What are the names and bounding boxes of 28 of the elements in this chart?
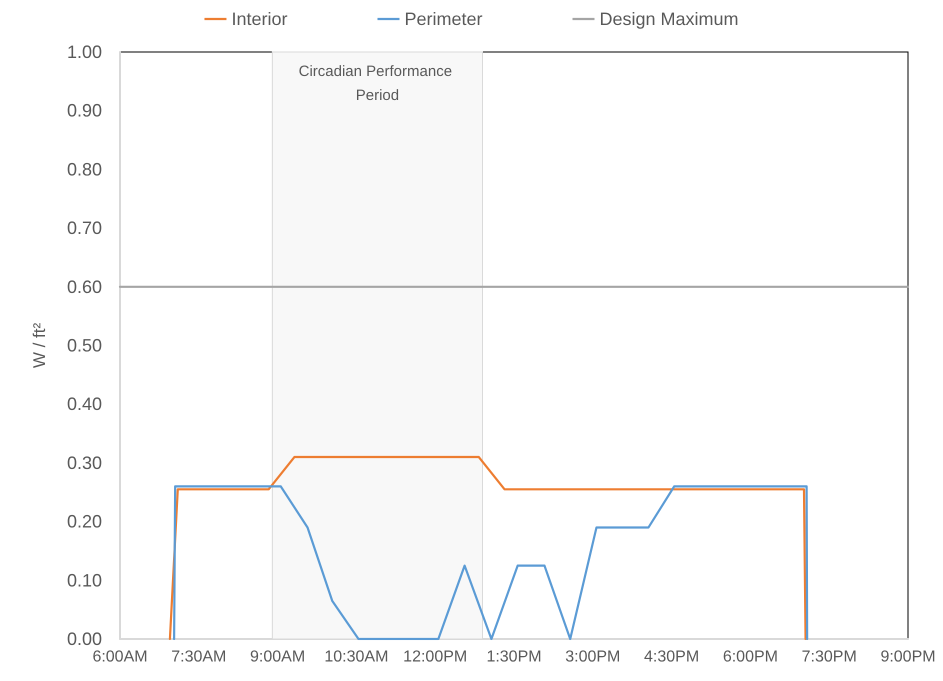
x-tick-label: 6:00PM (722, 648, 778, 666)
y-tick-label: 0.90 (66, 100, 102, 121)
legend-label: Interior (231, 9, 288, 29)
y-tick-label: 0.70 (66, 218, 102, 238)
y-tick-label: 1.00 (66, 42, 102, 62)
x-tick-label: 7:30AM (171, 648, 226, 666)
x-tick-label: 10:30AM (324, 648, 388, 666)
x-tick-label: 3:00PM (565, 648, 620, 666)
legend-label: Design Maximum (600, 9, 739, 29)
x-tick-label: 4:30PM (644, 648, 700, 666)
x-tick-label: 1:30PM (486, 648, 542, 666)
band-label: Circadian Performance Period (298, 63, 456, 104)
legend-label: Perimeter (404, 9, 483, 29)
x-tick-label: 9:00AM (250, 648, 306, 666)
x-tick-label: 12:00PM (403, 648, 468, 666)
y-tick-label: 0.80 (66, 159, 102, 180)
x-tick-label: 6:00AM (92, 648, 148, 666)
y-tick-label: 0.30 (66, 452, 102, 473)
y-tick-label: 0.00 (66, 629, 102, 649)
y-tick-label: 0.10 (66, 570, 102, 590)
x-tick-label: 9:00PM (880, 648, 936, 666)
y-tick-label: 0.60 (66, 276, 102, 297)
y-axis-title: W / ft² (30, 322, 49, 368)
line-series (173, 485, 808, 640)
y-tick-label: 0.50 (66, 336, 102, 356)
y-tick-label: 0.20 (66, 512, 102, 532)
x-tick-label: 7:30PM (802, 648, 857, 666)
y-tick-label: 0.40 (66, 394, 102, 414)
